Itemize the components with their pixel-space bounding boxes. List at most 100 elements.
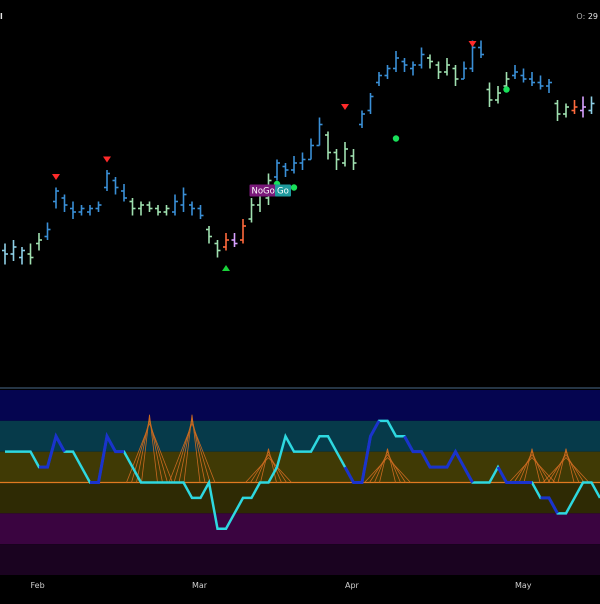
badge-background	[249, 184, 278, 197]
ohlc-value: 29	[587, 12, 598, 21]
price-bar	[359, 110, 365, 128]
price-bar	[495, 86, 501, 104]
oscillator-cone	[547, 453, 585, 483]
price-bar	[231, 233, 238, 247]
badge-label: NoGo	[252, 187, 275, 197]
oscillator-band	[0, 513, 600, 545]
oscillator-band	[0, 482, 600, 514]
oscillator-band	[0, 390, 600, 421]
oscillator-cone	[183, 414, 201, 483]
price-bar	[401, 58, 408, 72]
price-bar	[36, 233, 42, 251]
oscillator-cone	[508, 456, 556, 483]
oscillator-cone	[255, 450, 282, 483]
price-bar	[384, 65, 391, 79]
price-bar	[367, 93, 374, 114]
down-triangle-marker	[341, 104, 349, 110]
oscillator-cone	[173, 419, 211, 483]
badge-label: Go	[277, 187, 289, 197]
price-bar	[138, 201, 144, 216]
price-bar	[308, 138, 314, 161]
up-triangle-marker	[222, 265, 230, 271]
oscillator-cone	[126, 422, 173, 483]
oscillator-cone	[369, 453, 406, 483]
badge-background	[275, 184, 291, 197]
price-bar	[282, 163, 289, 177]
price-bar	[61, 194, 68, 212]
price-bar	[478, 40, 484, 58]
price-bar	[563, 103, 569, 118]
price-bar	[95, 201, 102, 212]
price-bar	[87, 205, 93, 216]
oscillator-cone	[542, 456, 590, 483]
price-bar	[189, 201, 195, 216]
x-tick-label: Feb	[31, 581, 45, 590]
price-bar	[316, 117, 323, 147]
price-bar	[240, 219, 246, 244]
ohlc-label: O:	[576, 12, 586, 21]
price-bar	[27, 243, 34, 265]
price-bar	[325, 131, 331, 160]
oscillator-cone	[374, 450, 401, 483]
oscillator-cone	[523, 448, 541, 483]
price-bar	[333, 149, 340, 170]
price-bar	[129, 198, 136, 216]
price-bar	[588, 96, 595, 114]
oscillator-cone	[513, 453, 551, 483]
price-bar	[155, 205, 161, 216]
go-dot-marker	[503, 86, 510, 93]
price-bar	[104, 170, 110, 191]
down-triangle-marker	[52, 174, 60, 180]
price-bar	[427, 54, 433, 69]
price-bar	[163, 205, 170, 216]
price-bar	[2, 243, 8, 265]
price-bar	[376, 72, 382, 86]
price-bar	[291, 156, 297, 174]
price-bar	[452, 65, 459, 86]
oscillator-cone	[364, 456, 411, 483]
oscillator-extreme-segment	[343, 420, 381, 484]
x-tick-label: Apr	[345, 581, 360, 590]
down-triangle-marker	[103, 156, 111, 163]
oscillator-cone	[131, 419, 168, 483]
go-dot-marker	[392, 135, 400, 142]
price-bar	[112, 177, 119, 195]
oscillator-extreme-segment	[39, 432, 66, 469]
oscillator-cone	[168, 422, 216, 483]
oscillator-cone	[552, 450, 580, 483]
oscillator-band	[0, 451, 600, 483]
price-bar	[571, 100, 578, 114]
x-tick-label: May	[515, 581, 532, 590]
ohlc-readout: O: 29	[576, 12, 598, 21]
oscillator-cone	[136, 417, 163, 483]
symbol-label: l	[0, 12, 3, 21]
oscillator-cone	[141, 414, 158, 483]
price-bar	[206, 226, 212, 244]
oscillator-cone	[518, 450, 546, 483]
price-bar	[299, 152, 306, 170]
price-bar	[78, 205, 85, 216]
x-tick-label: Mar	[192, 581, 208, 590]
price-bar	[529, 72, 535, 86]
oscillator-cone	[245, 456, 292, 483]
oscillator-band	[0, 544, 600, 575]
price-bar	[537, 75, 544, 90]
price-bar	[248, 198, 255, 223]
price-bar	[197, 205, 204, 219]
price-bar	[274, 159, 280, 181]
price-bar	[180, 187, 187, 212]
price-bar	[223, 233, 229, 251]
price-bar	[19, 247, 25, 265]
price-bar	[350, 149, 357, 170]
oscillator-extreme-segment	[90, 431, 124, 484]
price-bar	[580, 96, 586, 118]
price-bar	[410, 61, 416, 76]
price-bar	[418, 47, 425, 69]
price-bar	[53, 187, 59, 209]
oscillator-extreme-segment	[403, 435, 474, 484]
oscillator-cone	[178, 417, 206, 483]
oscillator-extreme-segment	[496, 466, 532, 484]
price-bar	[554, 100, 561, 121]
